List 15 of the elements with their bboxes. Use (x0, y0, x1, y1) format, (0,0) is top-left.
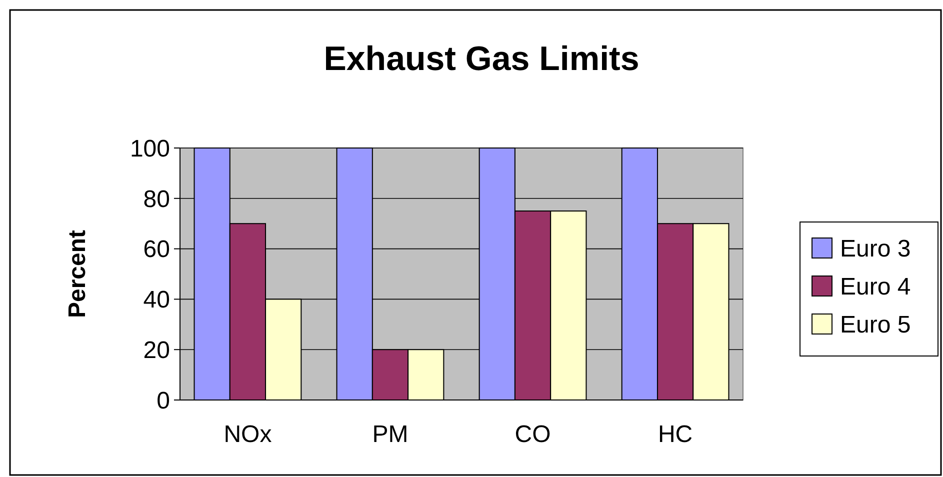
x-tick-label: HC (658, 421, 693, 448)
y-tick-label: 0 (156, 387, 170, 414)
y-tick-label: 100 (130, 135, 170, 162)
legend-label: Euro 5 (840, 311, 911, 338)
legend-label: Euro 4 (840, 273, 911, 300)
y-tick-label: 60 (143, 236, 170, 264)
y-axis-title: Percent (64, 230, 91, 318)
x-tick-label: NOx (224, 421, 272, 448)
x-tick-label: CO (514, 421, 551, 448)
chart-title: Exhaust Gas Limits (324, 40, 640, 78)
y-tick-label: 20 (143, 337, 170, 364)
y-tick-label: 80 (143, 186, 170, 213)
y-tick-label: 40 (143, 286, 170, 314)
legend-label: Euro 3 (840, 235, 911, 262)
x-tick-label: PM (372, 421, 408, 448)
